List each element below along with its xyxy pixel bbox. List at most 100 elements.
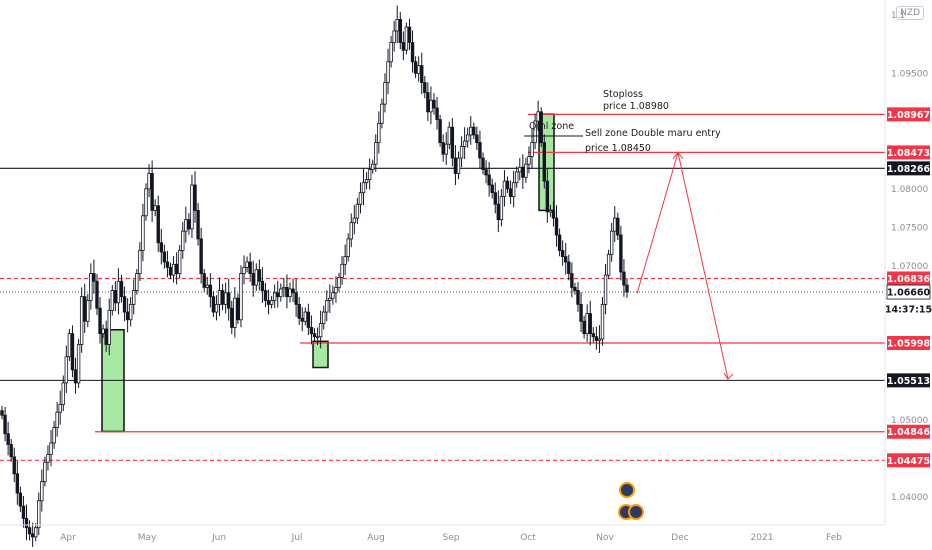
candle-body bbox=[300, 317, 304, 322]
candle-body bbox=[107, 310, 111, 345]
candle-body bbox=[395, 19, 399, 32]
candle-body bbox=[282, 287, 286, 290]
candle-body bbox=[456, 157, 461, 174]
candle-body bbox=[156, 205, 160, 244]
candle-body bbox=[453, 157, 458, 174]
candle-body bbox=[481, 157, 485, 170]
candle-body bbox=[312, 333, 317, 338]
candle-body bbox=[600, 303, 605, 340]
candle-body bbox=[502, 180, 507, 197]
candle-body bbox=[18, 492, 23, 507]
candle-body bbox=[43, 461, 47, 482]
y-tick-label-partial: 1.1 bbox=[891, 11, 905, 21]
candle-body bbox=[9, 444, 13, 458]
candle-body bbox=[21, 505, 26, 519]
candle-body bbox=[352, 217, 357, 224]
candle-body bbox=[245, 261, 249, 268]
candle-body bbox=[355, 203, 360, 219]
candle-body bbox=[383, 82, 387, 105]
candle-body bbox=[233, 297, 237, 328]
price-label-box bbox=[887, 271, 930, 286]
candle-body bbox=[187, 219, 191, 230]
event-markers[interactable] bbox=[618, 482, 644, 520]
candle-body bbox=[423, 82, 427, 93]
candle-body bbox=[597, 338, 602, 341]
y-tick-label: 1.05000 bbox=[891, 416, 928, 426]
candle-body bbox=[248, 261, 252, 274]
y-tick-label: 1.08000 bbox=[891, 185, 928, 195]
price-label-box bbox=[886, 284, 931, 300]
candle-body bbox=[12, 456, 16, 475]
candle-body bbox=[404, 26, 409, 51]
candle-body bbox=[441, 142, 445, 155]
candle-body bbox=[389, 42, 393, 63]
annotation-text: Qml zone bbox=[529, 121, 574, 132]
candle-body bbox=[138, 250, 142, 274]
candle-body bbox=[524, 163, 528, 178]
candle-body bbox=[205, 284, 209, 288]
x-tick-label: Nov bbox=[596, 533, 614, 543]
candle-body bbox=[343, 256, 347, 265]
candle-body bbox=[484, 169, 488, 176]
price-label-text: 1.05513 bbox=[887, 376, 930, 387]
candle-body bbox=[223, 292, 228, 305]
currency-badge[interactable]: NZD bbox=[896, 6, 924, 20]
price-label-box bbox=[887, 301, 930, 316]
candle-body bbox=[490, 184, 494, 194]
candle-body bbox=[346, 238, 350, 258]
candle-body bbox=[150, 173, 154, 211]
candle-body bbox=[165, 261, 170, 268]
candle-body bbox=[174, 263, 179, 274]
annotation-text: price 1.08450 bbox=[585, 143, 651, 154]
horizontal-levels bbox=[0, 113, 885, 461]
candle-body bbox=[119, 280, 124, 298]
candle-body bbox=[236, 297, 240, 321]
candle-body bbox=[70, 333, 75, 371]
candle-body bbox=[116, 280, 121, 304]
candle-body bbox=[410, 42, 415, 63]
candle-body bbox=[429, 99, 433, 113]
candle-body bbox=[515, 171, 519, 184]
candle-body bbox=[420, 65, 424, 83]
candle-body bbox=[349, 222, 353, 240]
price-label-text: 1.08266 bbox=[887, 164, 931, 175]
candle-body bbox=[472, 126, 476, 136]
candle-body bbox=[46, 454, 50, 463]
price-label-text: 1.04475 bbox=[887, 456, 930, 467]
candle-body bbox=[184, 219, 188, 232]
candle-body bbox=[64, 356, 69, 384]
candle-body bbox=[315, 336, 320, 339]
candle-body bbox=[211, 296, 216, 313]
price-label-text: 1.08473 bbox=[887, 148, 930, 159]
x-tick-label: 2021 bbox=[751, 533, 774, 543]
candle-body bbox=[616, 217, 620, 236]
price-label-box bbox=[887, 424, 930, 439]
candle-body bbox=[371, 163, 375, 170]
candle-body bbox=[104, 328, 108, 345]
candle-body bbox=[377, 122, 381, 144]
candle-body bbox=[392, 30, 396, 43]
candle-body bbox=[539, 111, 543, 144]
candle-body bbox=[530, 142, 534, 157]
price-label-box bbox=[887, 107, 930, 122]
candle-body bbox=[294, 292, 298, 305]
candle-body bbox=[144, 188, 148, 217]
y-tick-label: 1.09500 bbox=[891, 69, 928, 79]
x-tick-label: Oct bbox=[520, 533, 536, 543]
candle-body bbox=[475, 134, 479, 144]
candle-body bbox=[426, 92, 430, 113]
price-label-text: 1.06836 bbox=[887, 274, 931, 285]
candle-body bbox=[401, 42, 406, 51]
candle-body bbox=[276, 292, 280, 298]
candle-body bbox=[40, 481, 44, 502]
candle-body bbox=[413, 61, 418, 74]
candle-body bbox=[135, 273, 139, 291]
candle-body bbox=[496, 203, 501, 221]
candle-body bbox=[168, 266, 173, 276]
candle-body bbox=[83, 296, 87, 322]
event-icon[interactable] bbox=[619, 482, 635, 498]
candle-body bbox=[462, 140, 467, 147]
event-icon[interactable] bbox=[628, 504, 644, 520]
candle-body bbox=[285, 287, 289, 298]
